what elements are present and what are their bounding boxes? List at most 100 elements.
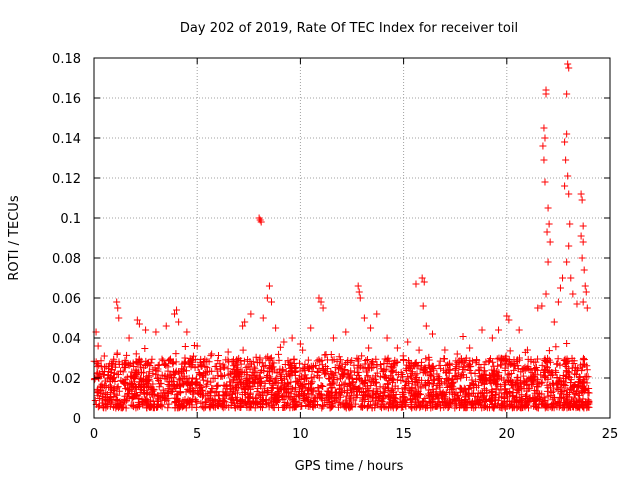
data-point <box>360 314 368 322</box>
data-point <box>422 355 430 363</box>
data-point <box>114 304 122 312</box>
data-point <box>164 394 172 402</box>
data-point <box>570 381 578 389</box>
data-point <box>215 352 222 360</box>
data-point <box>500 393 508 401</box>
data-point <box>98 399 106 407</box>
data-point <box>172 350 180 358</box>
data-point <box>250 363 258 371</box>
data-point <box>571 390 579 398</box>
data-point <box>100 363 108 371</box>
data-point <box>537 379 545 387</box>
data-point <box>476 372 484 380</box>
data-point <box>115 314 123 322</box>
data-point <box>561 182 569 190</box>
data-point <box>259 363 267 371</box>
data-point <box>171 404 179 412</box>
data-point <box>164 404 172 412</box>
data-point <box>105 362 113 370</box>
data-point <box>456 396 464 404</box>
data-point <box>553 360 561 368</box>
data-point <box>422 322 430 330</box>
data-point <box>221 391 229 399</box>
data-point <box>110 355 118 363</box>
data-point <box>275 356 283 364</box>
data-point <box>321 351 329 359</box>
data-point <box>439 388 447 396</box>
data-point <box>556 374 564 382</box>
data-point <box>245 400 253 408</box>
data-point <box>328 383 336 391</box>
data-point <box>463 404 471 412</box>
grid <box>94 58 610 418</box>
data-point <box>129 359 137 367</box>
data-point <box>480 380 488 388</box>
data-point <box>403 396 411 404</box>
data-point <box>143 375 151 383</box>
data-point <box>263 372 271 380</box>
data-point <box>352 400 360 408</box>
data-point <box>269 380 277 388</box>
data-point <box>503 390 511 398</box>
data-point <box>187 363 195 371</box>
data-point <box>216 397 224 405</box>
data-point <box>290 395 298 403</box>
data-point <box>564 364 572 372</box>
data-point <box>140 364 148 372</box>
data-point <box>165 400 173 408</box>
data-point <box>183 328 191 336</box>
data-point <box>309 386 317 394</box>
data-point <box>296 340 304 348</box>
data-point <box>543 387 551 395</box>
data-point <box>497 382 505 390</box>
data-point <box>546 238 554 246</box>
chart-title: Day 202 of 2019, Rate Of TEC Index for r… <box>180 21 518 36</box>
data-point <box>482 403 490 411</box>
data-point <box>501 385 509 393</box>
data-point <box>121 356 129 364</box>
data-point <box>164 363 172 371</box>
data-point <box>402 402 410 410</box>
data-point <box>309 363 317 371</box>
data-point <box>268 298 276 306</box>
data-point <box>292 402 300 410</box>
data-point <box>452 365 460 373</box>
data-point <box>421 404 429 412</box>
data-series <box>90 60 593 412</box>
data-point <box>413 370 421 378</box>
data-point <box>315 294 323 302</box>
data-point <box>498 356 506 364</box>
data-point <box>534 380 542 388</box>
data-point <box>433 370 441 378</box>
data-point <box>299 346 307 354</box>
data-point <box>554 298 562 306</box>
data-point <box>215 396 223 404</box>
data-point <box>487 397 495 405</box>
data-point <box>389 364 397 372</box>
data-point <box>227 370 235 378</box>
data-point <box>381 383 389 391</box>
data-point <box>428 330 436 338</box>
data-point <box>108 360 116 368</box>
data-point <box>361 360 369 368</box>
data-point <box>534 304 542 312</box>
data-point <box>415 346 423 354</box>
y-tick-label: 0.02 <box>52 372 81 387</box>
data-point <box>563 258 571 266</box>
data-point <box>521 402 529 410</box>
data-point <box>480 401 488 409</box>
data-point <box>508 391 516 399</box>
data-point <box>301 371 309 379</box>
y-tick-label: 0.04 <box>52 332 81 347</box>
data-point <box>145 403 153 411</box>
data-point <box>342 402 350 410</box>
data-point <box>397 377 405 385</box>
data-point <box>173 306 181 314</box>
data-point <box>376 373 384 381</box>
data-point <box>476 389 484 397</box>
data-point <box>453 373 461 381</box>
data-point <box>528 375 536 383</box>
x-tick-label: 15 <box>395 427 412 442</box>
data-point <box>449 375 457 383</box>
data-point <box>94 392 102 400</box>
